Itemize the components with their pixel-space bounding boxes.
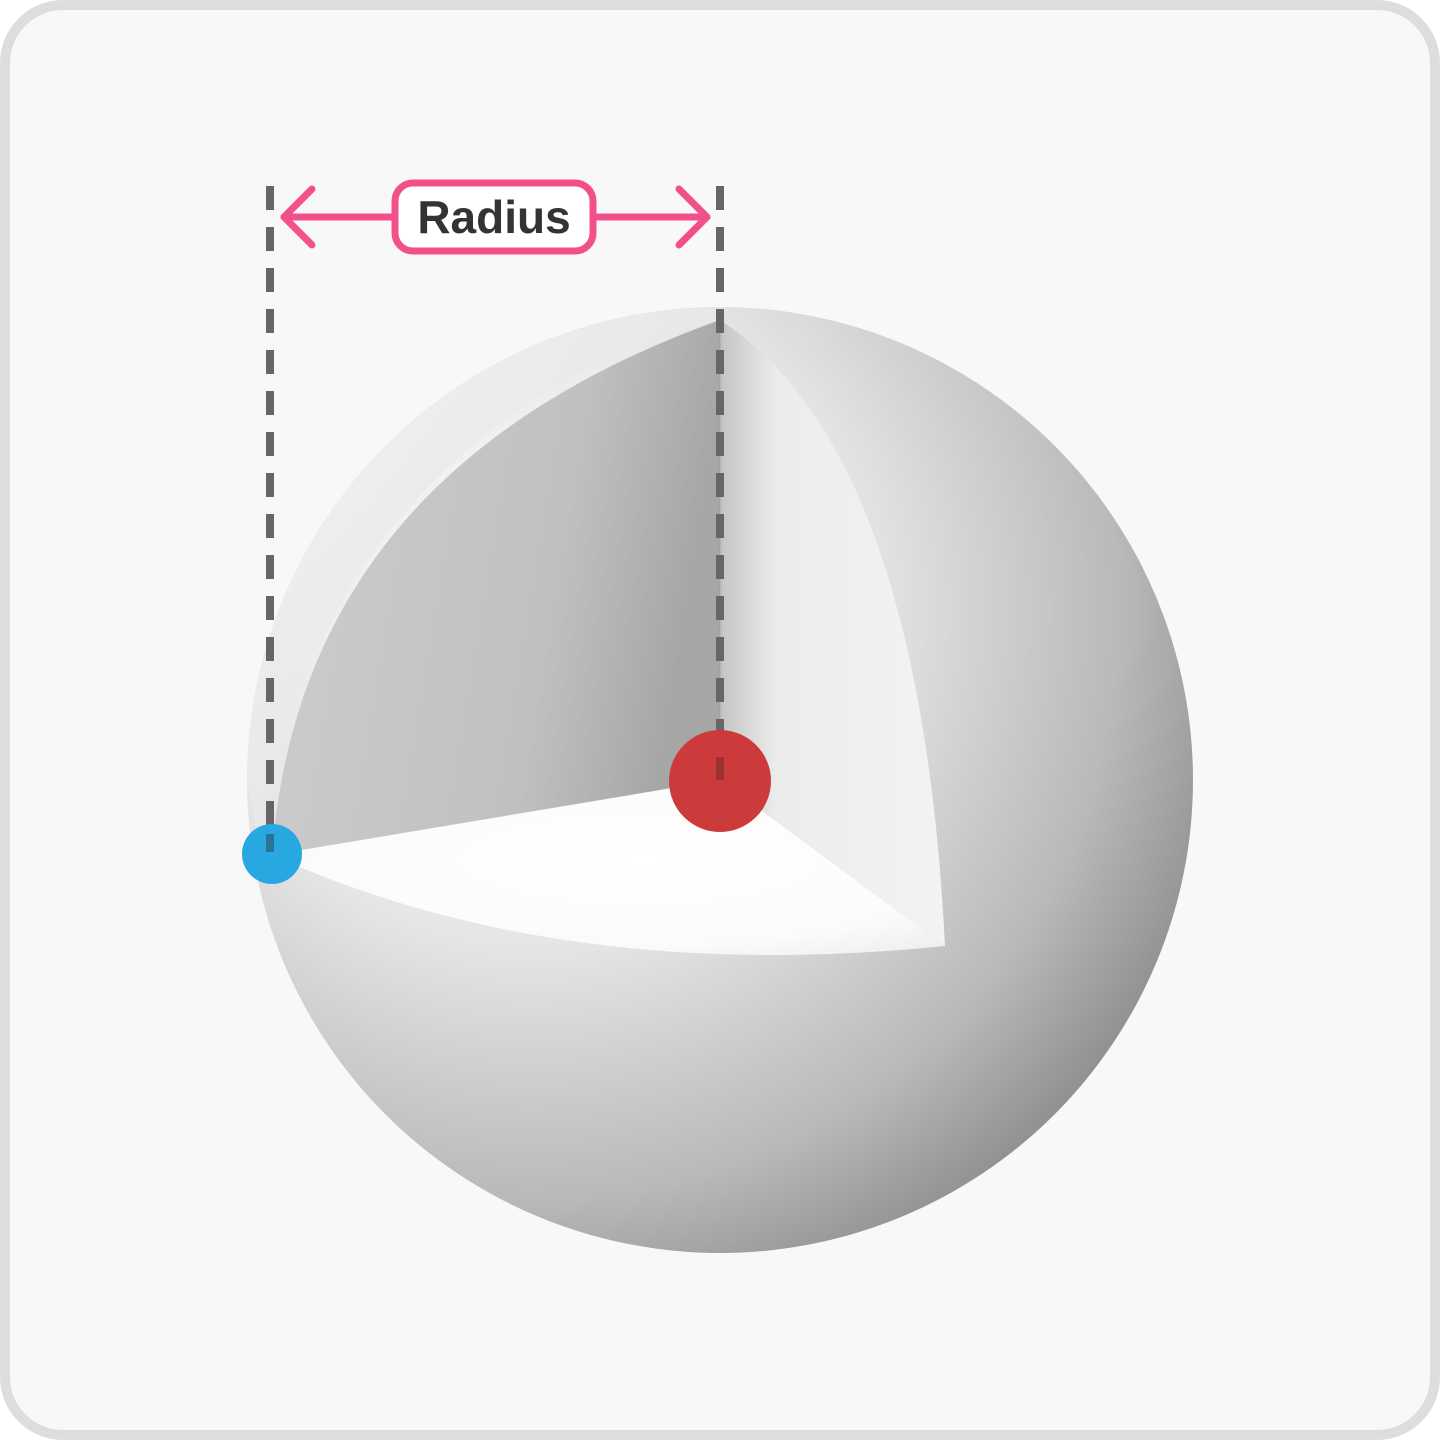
arrowhead-right-icon <box>675 185 711 249</box>
double-headed-arrow <box>280 185 711 249</box>
radius-label: Radius <box>391 179 597 255</box>
cutaway-floor <box>272 780 945 955</box>
surface-point <box>242 824 302 884</box>
radius-label-text: Radius <box>417 191 570 243</box>
cutaway-back-wall <box>272 320 720 855</box>
cutaway-rim <box>247 308 720 858</box>
center-point <box>669 730 771 832</box>
arrowhead-left-icon <box>280 185 316 249</box>
cutaway-right-wall <box>720 320 945 946</box>
